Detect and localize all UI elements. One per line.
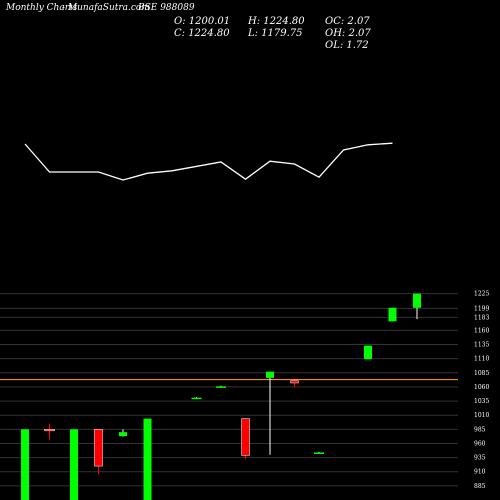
open-value: O: 1200.01 (174, 16, 231, 27)
y-tick-label: 1199 (474, 305, 489, 312)
y-tick-label: 1110 (474, 356, 489, 363)
candle-body (388, 307, 397, 322)
candle-body (70, 429, 78, 500)
y-tick-label: 1225 (474, 291, 489, 298)
y-tick-label: 910 (474, 469, 486, 476)
candle-body (21, 429, 29, 500)
candle-body (413, 293, 421, 308)
y-tick-label: 1183 (474, 314, 489, 321)
candle-body (364, 345, 372, 360)
candle-body (241, 418, 250, 456)
y-tick-label: 1160 (474, 327, 489, 334)
candle-body (314, 452, 324, 455)
oh-value: OH: 2.07 (325, 28, 371, 39)
candle-body (290, 380, 299, 384)
close-value: C: 1224.80 (174, 28, 230, 39)
oc-value: OC: 2.07 (325, 16, 370, 27)
y-tick-label: 1010 (474, 412, 489, 419)
candle-body (143, 418, 152, 500)
y-tick-label: 1035 (474, 398, 489, 405)
candle-body (44, 429, 55, 432)
trend-line (24, 142, 393, 181)
brand-label: Monthly Charts (6, 3, 78, 13)
candle-body (216, 386, 226, 388)
candle-body (266, 371, 274, 378)
y-tick-label: 1085 (474, 370, 489, 377)
site-label: - MunafaSutra.com (62, 3, 150, 13)
y-tick-label: 1135 (474, 342, 489, 349)
y-tick-label: 985 (474, 426, 486, 433)
candle-body (191, 397, 202, 400)
candle-body (94, 429, 103, 467)
y-tick-label: 935 (474, 455, 486, 462)
high-value: H: 1224.80 (248, 16, 305, 27)
y-tick-label: 885 (474, 483, 486, 490)
low-value: L: 1179.75 (248, 28, 303, 39)
y-tick-label: 1060 (474, 384, 489, 391)
candle-body (119, 432, 127, 437)
symbol-label: BSE 988089 (138, 3, 195, 13)
y-tick-label: 960 (474, 440, 486, 447)
ol-value: OL: 1.72 (325, 40, 369, 51)
